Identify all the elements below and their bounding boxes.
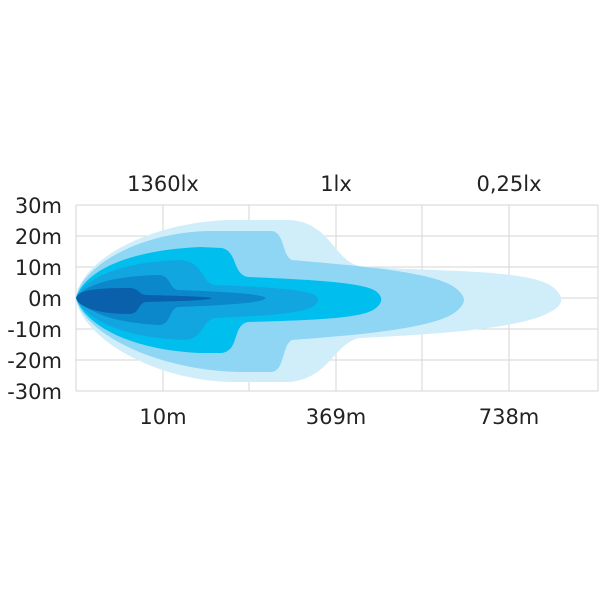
lux-label: 0,25lx bbox=[476, 172, 541, 196]
y-tick-label: -20m bbox=[7, 349, 62, 373]
lux-label: 1lx bbox=[320, 172, 352, 196]
y-tick-label: -30m bbox=[7, 380, 62, 404]
y-tick-label: 20m bbox=[15, 225, 62, 249]
distance-label: 369m bbox=[306, 405, 367, 429]
y-tick-label: 0m bbox=[28, 287, 62, 311]
y-tick-label: 30m bbox=[15, 194, 62, 218]
lux-label: 1360lx bbox=[127, 172, 199, 196]
y-tick-label: 10m bbox=[15, 256, 62, 280]
y-tick-label: -10m bbox=[7, 318, 62, 342]
distance-label: 738m bbox=[479, 405, 540, 429]
distance-label: 10m bbox=[139, 405, 186, 429]
isolux-contour-6 bbox=[76, 288, 212, 314]
